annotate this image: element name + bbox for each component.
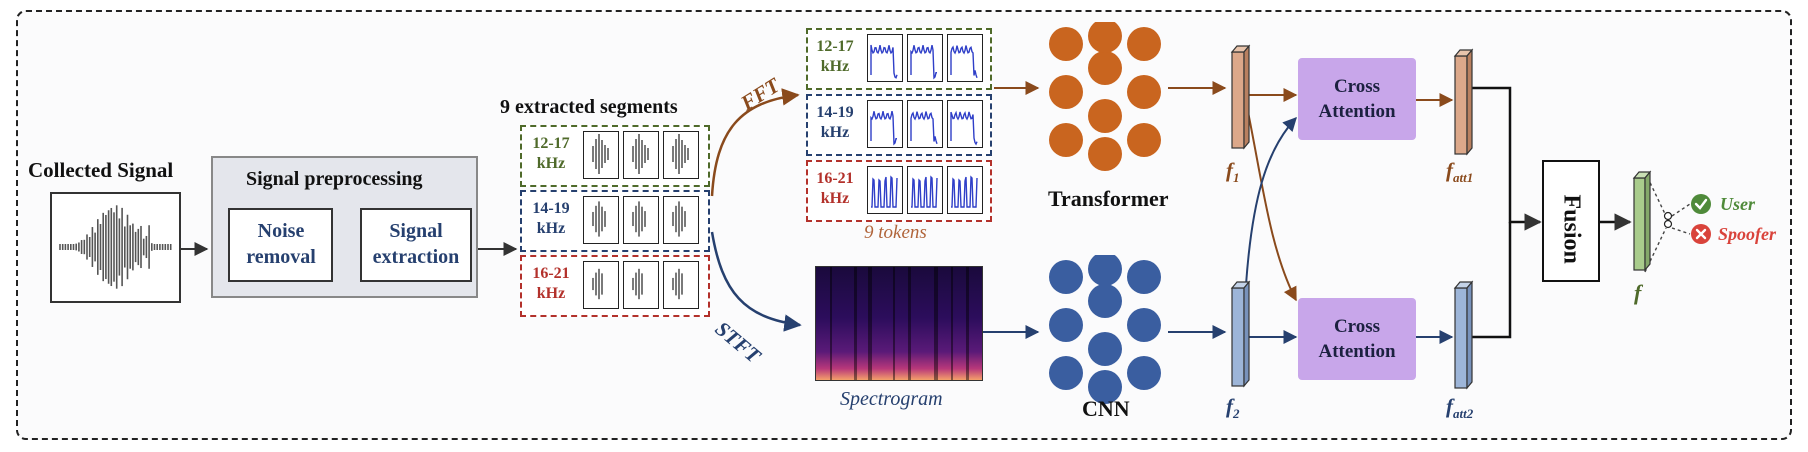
segment-cell [663,261,699,309]
token-cell [907,166,943,214]
token-row-3-label: 16-21 kHz [816,170,854,207]
cnn-label: CNN [1082,396,1130,421]
segment-row-2-label: 14-19 kHz [532,200,570,237]
token-cell [867,100,903,148]
segment-cell [663,196,699,244]
preprocessing-title: Signal preprocessing [246,168,423,190]
segment-cell [583,131,619,179]
spectrogram-caption: Spectrogram [840,388,943,410]
spoofer-label: Spoofer [1718,224,1776,244]
noise-removal-label: Noise removal [246,220,316,268]
spoofer-cross-icon [1691,224,1711,244]
transformer-network-icon [1049,22,1161,171]
f-label: f [1634,280,1642,305]
waveform-icon [59,205,172,289]
f1-label: f1 [1226,158,1240,186]
segment-cell [583,261,619,309]
noise-removal-box [228,208,333,282]
spectrogram-heatmap [816,267,982,380]
token-cell [907,34,943,82]
segment-cell [663,131,699,179]
collected-signal-title: Collected Signal [28,158,174,182]
collected-signal-box [50,192,181,303]
spectrogram-image [815,266,983,381]
fatt2-label: fatt2 [1446,394,1473,422]
segment-row-1-label: 12-17 kHz [532,135,570,172]
signal-extraction-box [360,208,472,282]
token-cell [947,100,983,148]
f1-symbol: f [1226,158,1233,182]
cross-attention-2: Cross Attention [1298,298,1416,380]
segment-cell [623,261,659,309]
f2-subscript: 2 [1233,406,1240,422]
cnn-network-icon [1049,255,1161,404]
token-cell [867,166,903,214]
f2-symbol: f [1226,394,1233,418]
token-row-2-label: 14-19 kHz [816,104,854,141]
segments-title: 9 extracted segments [500,96,678,118]
f1-subscript: 1 [1233,170,1240,186]
fusion-label: Fusion [1558,194,1585,264]
token-cell [947,166,983,214]
signal-extraction-label: Signal extraction [372,220,460,268]
user-label: User [1720,194,1755,214]
tokens-caption: 9 tokens [864,222,927,243]
user-check-icon [1691,194,1711,214]
f2-label: f2 [1226,394,1240,422]
token-row-1-label: 12-17 kHz [816,38,854,75]
token-cell [947,34,983,82]
fatt1-symbol: f [1446,158,1453,182]
segment-cell [623,196,659,244]
cross-attention-1: Cross Attention [1298,58,1416,140]
token-cell [867,34,903,82]
fatt2-subscript: att2 [1453,406,1474,422]
fatt1-subscript: att1 [1453,170,1474,186]
segment-cell [583,196,619,244]
fusion-box [1542,160,1600,282]
segment-row-3-label: 16-21 kHz [532,265,570,302]
segment-cell [623,131,659,179]
fatt2-symbol: f [1446,394,1453,418]
fatt1-label: fatt1 [1446,158,1473,186]
transformer-label: Transformer [1048,186,1169,211]
token-cell [907,100,943,148]
